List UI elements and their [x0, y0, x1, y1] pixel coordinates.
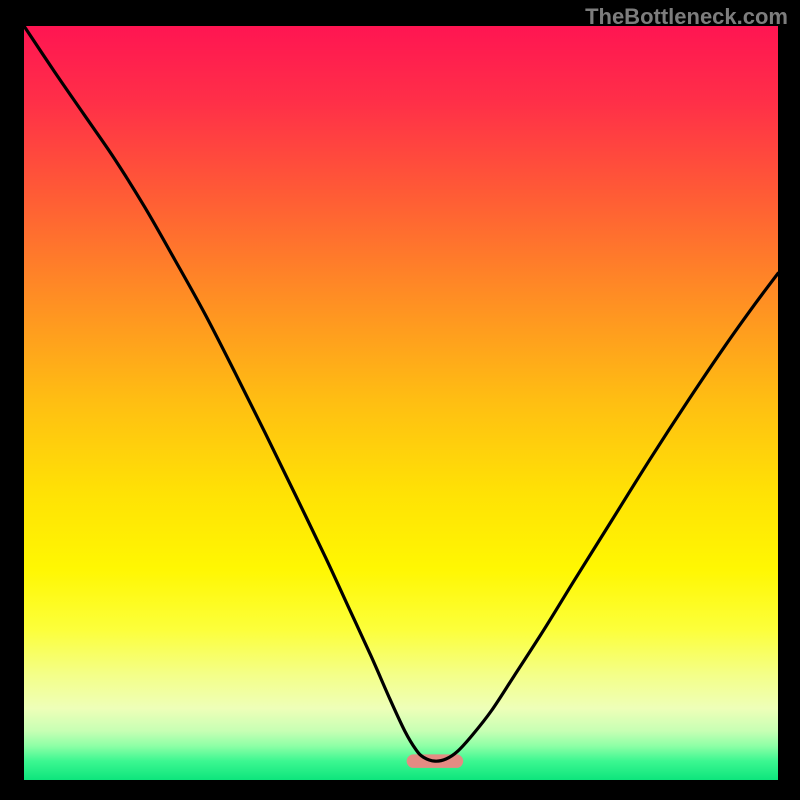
- gradient-background: [24, 26, 778, 780]
- chart-frame: TheBottleneck.com: [0, 0, 800, 800]
- plot-area: [24, 26, 778, 780]
- chart-svg: [24, 26, 778, 780]
